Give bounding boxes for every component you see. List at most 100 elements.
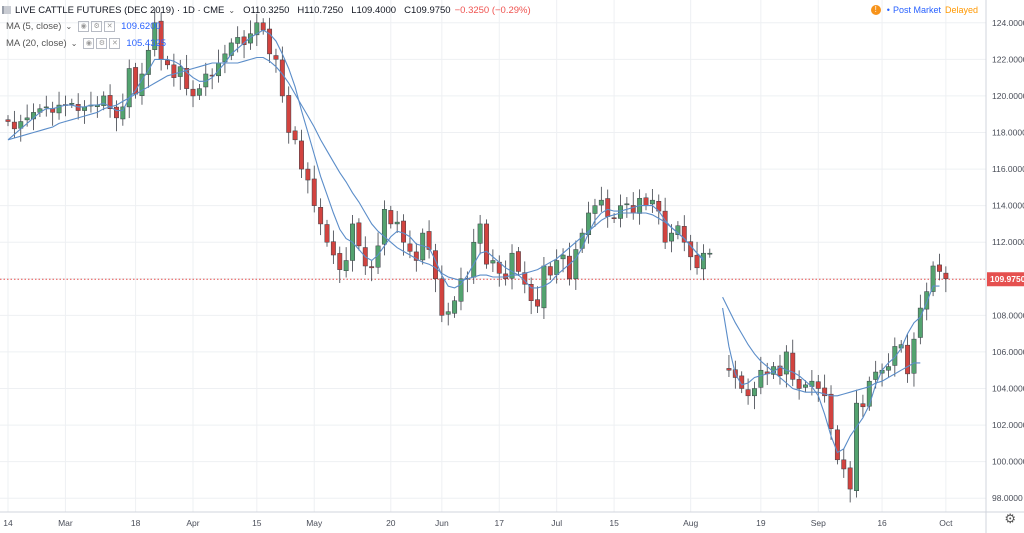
indicator-ma20[interactable]: MA (20, close) ⌄ ◉ ⚙ ✕ 105.4325 <box>0 35 166 51</box>
candle-body <box>165 60 170 66</box>
chevron-down-icon[interactable]: ⌄ <box>65 21 73 31</box>
candle-body <box>873 371 879 380</box>
close-icon[interactable]: ✕ <box>109 37 121 49</box>
candle-body <box>554 260 560 275</box>
candle-body <box>222 53 228 63</box>
indicator-label[interactable]: MA (20, close) <box>6 37 67 49</box>
x-tick-label: 17 <box>495 518 505 528</box>
candle-body <box>937 264 942 272</box>
chevron-down-icon[interactable]: ⌄ <box>228 5 236 15</box>
candle-body <box>605 198 611 217</box>
candle-body <box>337 253 343 270</box>
alert-icon[interactable]: ! <box>870 5 881 15</box>
candle-body <box>471 241 477 278</box>
candle-body <box>509 252 515 279</box>
candle-body <box>216 62 221 77</box>
candle-body <box>892 346 898 366</box>
candle-body <box>139 73 145 96</box>
candle-body <box>343 260 349 271</box>
candle-body <box>752 388 757 397</box>
post-market-label: Post Market <box>892 5 941 15</box>
y-tick-label: 120.0000 <box>992 91 1024 101</box>
x-tick-label: Jul <box>551 518 562 528</box>
close-icon[interactable]: ✕ <box>104 20 116 32</box>
candle-body <box>905 344 911 375</box>
y-tick-label: 124.0000 <box>992 18 1024 28</box>
candle-body <box>624 203 630 206</box>
candle-body <box>790 352 796 380</box>
candle-body <box>573 249 579 280</box>
candle-body <box>260 22 266 31</box>
x-tick-label: 16 <box>877 518 887 528</box>
candle-body <box>726 368 732 371</box>
candle-body <box>11 121 17 130</box>
settings-icon[interactable]: ⚙ <box>91 20 103 32</box>
candle-body <box>592 205 598 214</box>
indicator-label[interactable]: MA (5, close) <box>6 20 62 32</box>
candle-body <box>866 380 872 407</box>
candle-body <box>184 68 190 89</box>
candle-body <box>854 402 859 491</box>
candle-body <box>196 88 202 96</box>
y-tick-label: 118.0000 <box>992 128 1024 138</box>
candle-body <box>152 22 158 50</box>
close-value: C109.9750 <box>404 4 451 16</box>
chevron-down-icon[interactable]: ⌄ <box>70 38 78 48</box>
candle-body <box>758 369 764 388</box>
candle-body <box>394 221 400 225</box>
candle-body <box>643 197 649 206</box>
x-tick-label: 14 <box>3 518 13 528</box>
candle-body <box>426 231 432 250</box>
candle-body <box>401 220 407 243</box>
candle-body <box>235 37 241 44</box>
candle-body <box>324 224 330 243</box>
change-value: −0.3250 (−0.29%) <box>454 4 531 16</box>
candle-body <box>515 251 521 272</box>
high-value: H110.7250 <box>297 4 344 16</box>
candle-body <box>681 226 687 243</box>
candle-body <box>330 241 336 256</box>
x-tick-label: Jun <box>435 518 449 528</box>
y-tick-label: 98.0000 <box>992 493 1023 503</box>
candle-body <box>598 199 604 206</box>
gear-icon[interactable]: ⚙ <box>1004 511 1016 526</box>
y-tick-label: 100.0000 <box>992 457 1024 467</box>
candle-body <box>930 265 936 292</box>
candle-body <box>190 88 196 97</box>
candle-body <box>299 140 304 170</box>
y-tick-label: 108.0000 <box>992 310 1024 320</box>
candle-body <box>675 225 681 235</box>
settings-icon[interactable]: ⚙ <box>96 37 108 49</box>
symbol-title[interactable]: LIVE CATTLE FUTURES (DEC 2019) · 1D · CM… <box>15 4 225 16</box>
ma20-line <box>7 56 921 397</box>
candle-body <box>688 241 694 258</box>
candle-body <box>445 311 451 315</box>
candle-body <box>381 209 387 245</box>
candle-body <box>586 212 592 235</box>
candle-body <box>885 366 891 371</box>
candle-body <box>247 33 253 44</box>
candle-body <box>815 381 821 389</box>
candle-body <box>101 95 107 106</box>
candle-body <box>452 300 458 314</box>
candle-body <box>911 338 917 374</box>
candle-body <box>477 223 483 244</box>
indicator-ma5[interactable]: MA (5, close) ⌄ ◉ ⚙ ✕ 109.6200 <box>0 18 161 34</box>
candle-body <box>267 28 273 55</box>
x-tick-label: Sep <box>811 518 826 528</box>
eye-icon[interactable]: ◉ <box>83 37 95 49</box>
candle-body <box>145 49 151 75</box>
candle-body <box>860 403 866 408</box>
candle-body <box>311 178 317 206</box>
candle-body <box>490 260 496 264</box>
candle-body <box>822 387 828 397</box>
candle-body <box>120 106 126 120</box>
delayed-label: Delayed <box>944 5 978 15</box>
candle-body <box>535 299 540 307</box>
eye-icon[interactable]: ◉ <box>78 20 90 32</box>
candle-body <box>43 106 49 109</box>
candle-body <box>407 243 413 252</box>
x-tick-label: May <box>306 518 323 528</box>
candle-body <box>739 375 745 389</box>
